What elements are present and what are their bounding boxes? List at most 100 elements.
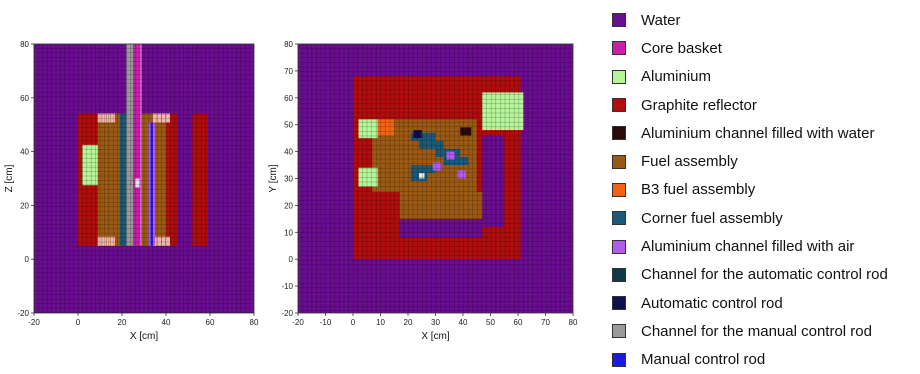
- aluminium-block-left-lower: [358, 167, 378, 187]
- edge-cell: [106, 113, 111, 123]
- legend-item: Channel for the manual control rod: [612, 317, 918, 345]
- b3-fuel-swatch-icon: [612, 182, 626, 197]
- legend-item: Core basket: [612, 34, 918, 62]
- x-tick-label: 40: [459, 318, 468, 327]
- edge-cell: [161, 236, 166, 246]
- manual-rod-swatch-icon: [612, 352, 626, 367]
- corner-fuel-cell: [452, 156, 461, 166]
- aluminium-block-lower: [82, 165, 98, 186]
- y-axis-label: Z [cm]: [4, 164, 15, 192]
- marker-cell: [135, 182, 140, 188]
- marker-cell: [135, 178, 140, 183]
- corner-fuel-column: [119, 113, 127, 246]
- legend-item: Fuel assembly: [612, 147, 918, 175]
- legend-item: Channel for the automatic control rod: [612, 261, 918, 289]
- corner-fuel-cell: [460, 156, 469, 166]
- y-tick-label: 10: [284, 228, 293, 237]
- fuel-assembly-lower: [399, 191, 483, 219]
- legend-label: Aluminium: [641, 68, 712, 86]
- manual-rod-column: [150, 122, 153, 246]
- aluminium-swatch-icon: [612, 69, 626, 84]
- legend-label: Automatic control rod: [641, 294, 783, 312]
- legend-item: Manual control rod: [612, 346, 918, 374]
- edge-cell: [157, 113, 162, 123]
- corner-fuel-cell: [427, 140, 436, 149]
- x-tick-label: 60: [206, 318, 215, 327]
- edge-cell: [166, 113, 170, 123]
- y-tick-label: 60: [20, 94, 29, 103]
- corner-fuel-cell: [410, 165, 419, 174]
- aluminium-block-left-upper: [358, 119, 378, 139]
- y-axis-label: Y [cm]: [268, 164, 279, 192]
- legend-item: Graphite reflector: [612, 91, 918, 119]
- air-channel-cell: [432, 162, 441, 171]
- x-tick-label: -20: [28, 318, 40, 327]
- legend-label: Graphite reflector: [641, 96, 757, 114]
- y-tick-label: -20: [281, 309, 293, 318]
- x-tick-label: 70: [541, 318, 550, 327]
- b3-fuel-assembly: [377, 119, 395, 136]
- edge-cell: [102, 113, 107, 123]
- corner-fuel-cell: [435, 140, 444, 149]
- corner-fuel-cell: [452, 148, 461, 157]
- y-tick-label: 0: [289, 255, 294, 264]
- legend-label: Aluminium channel filled with water: [641, 124, 875, 142]
- x-tick-label: 0: [76, 318, 81, 327]
- x-tick-label: -20: [292, 318, 304, 327]
- x-tick-label: 60: [514, 318, 523, 327]
- edge-cell: [111, 113, 115, 123]
- core-basket-edge: [139, 44, 142, 246]
- legend-label: Core basket: [641, 39, 722, 57]
- x-axis-label: X [cm]: [421, 331, 450, 342]
- edge-cell: [97, 113, 102, 123]
- graphite-reflector-column: [192, 113, 208, 246]
- x-axis-label: X [cm]: [130, 331, 159, 342]
- legend-label: Channel for the manual control rod: [641, 322, 872, 340]
- edge-cell: [97, 236, 102, 246]
- legend-label: Fuel assembly: [641, 153, 738, 171]
- x-tick-label: 20: [404, 318, 413, 327]
- legend-label: B3 fuel assembly: [641, 181, 756, 199]
- edge-cell: [152, 113, 157, 123]
- y-tick-label: 0: [25, 255, 30, 264]
- edge-cell: [157, 236, 162, 246]
- corner-fuel-cell: [419, 140, 428, 149]
- corner-fuel-cell: [419, 132, 428, 141]
- edge-cell: [102, 236, 107, 246]
- corner-fuel-cell: [410, 173, 419, 182]
- legend: Water Core basket Aluminium Graphite ref…: [612, 6, 918, 374]
- marker-cell: [419, 173, 425, 179]
- y-tick-label: 80: [20, 40, 29, 49]
- air-channel-cell: [446, 151, 455, 160]
- side-view-plot: -20 0 20 40 60 80 -20 0 20 40 60 80 X [cm] Z [cm]: [4, 40, 259, 342]
- x-tick-label: 50: [486, 318, 495, 327]
- corner-fuel-cell: [427, 132, 436, 141]
- top-view-plot: -20 -10 0 10 20 30 40 50 60 70 80 -20 -10 0 10 20 30 40 50…: [268, 40, 578, 342]
- manual-rod-channel-column: [126, 44, 133, 246]
- legend-label: Manual control rod: [641, 351, 766, 369]
- plot-frame: [33, 43, 255, 314]
- edge-cell: [106, 236, 111, 246]
- legend-item: Corner fuel assembly: [612, 204, 918, 232]
- corner-fuel-cell: [443, 156, 452, 166]
- legend-label: Channel for the automatic control rod: [641, 266, 888, 284]
- aluminium-block-top-right: [482, 92, 524, 131]
- edge-cell: [166, 236, 170, 246]
- y-tick-label: 50: [284, 121, 293, 130]
- auto-rod-channel-swatch-icon: [612, 267, 626, 282]
- y-tick-label: 60: [284, 94, 293, 103]
- legend-item: Automatic control rod: [612, 289, 918, 317]
- x-tick-label: 0: [351, 318, 356, 327]
- x-tick-label: 10: [376, 318, 385, 327]
- y-tick-label: 20: [20, 201, 29, 210]
- aluminium-block-upper: [82, 144, 98, 166]
- water-gap-lower: [399, 218, 483, 238]
- legend-item: B3 fuel assembly: [612, 176, 918, 204]
- x-tick-label: 80: [250, 318, 259, 327]
- manual-rod-channel-swatch-icon: [612, 324, 626, 339]
- x-tick-label: 40: [162, 318, 171, 327]
- y-tick-label: 70: [284, 67, 293, 76]
- core-basket-column: [133, 44, 140, 246]
- x-tick-label: 20: [118, 318, 127, 327]
